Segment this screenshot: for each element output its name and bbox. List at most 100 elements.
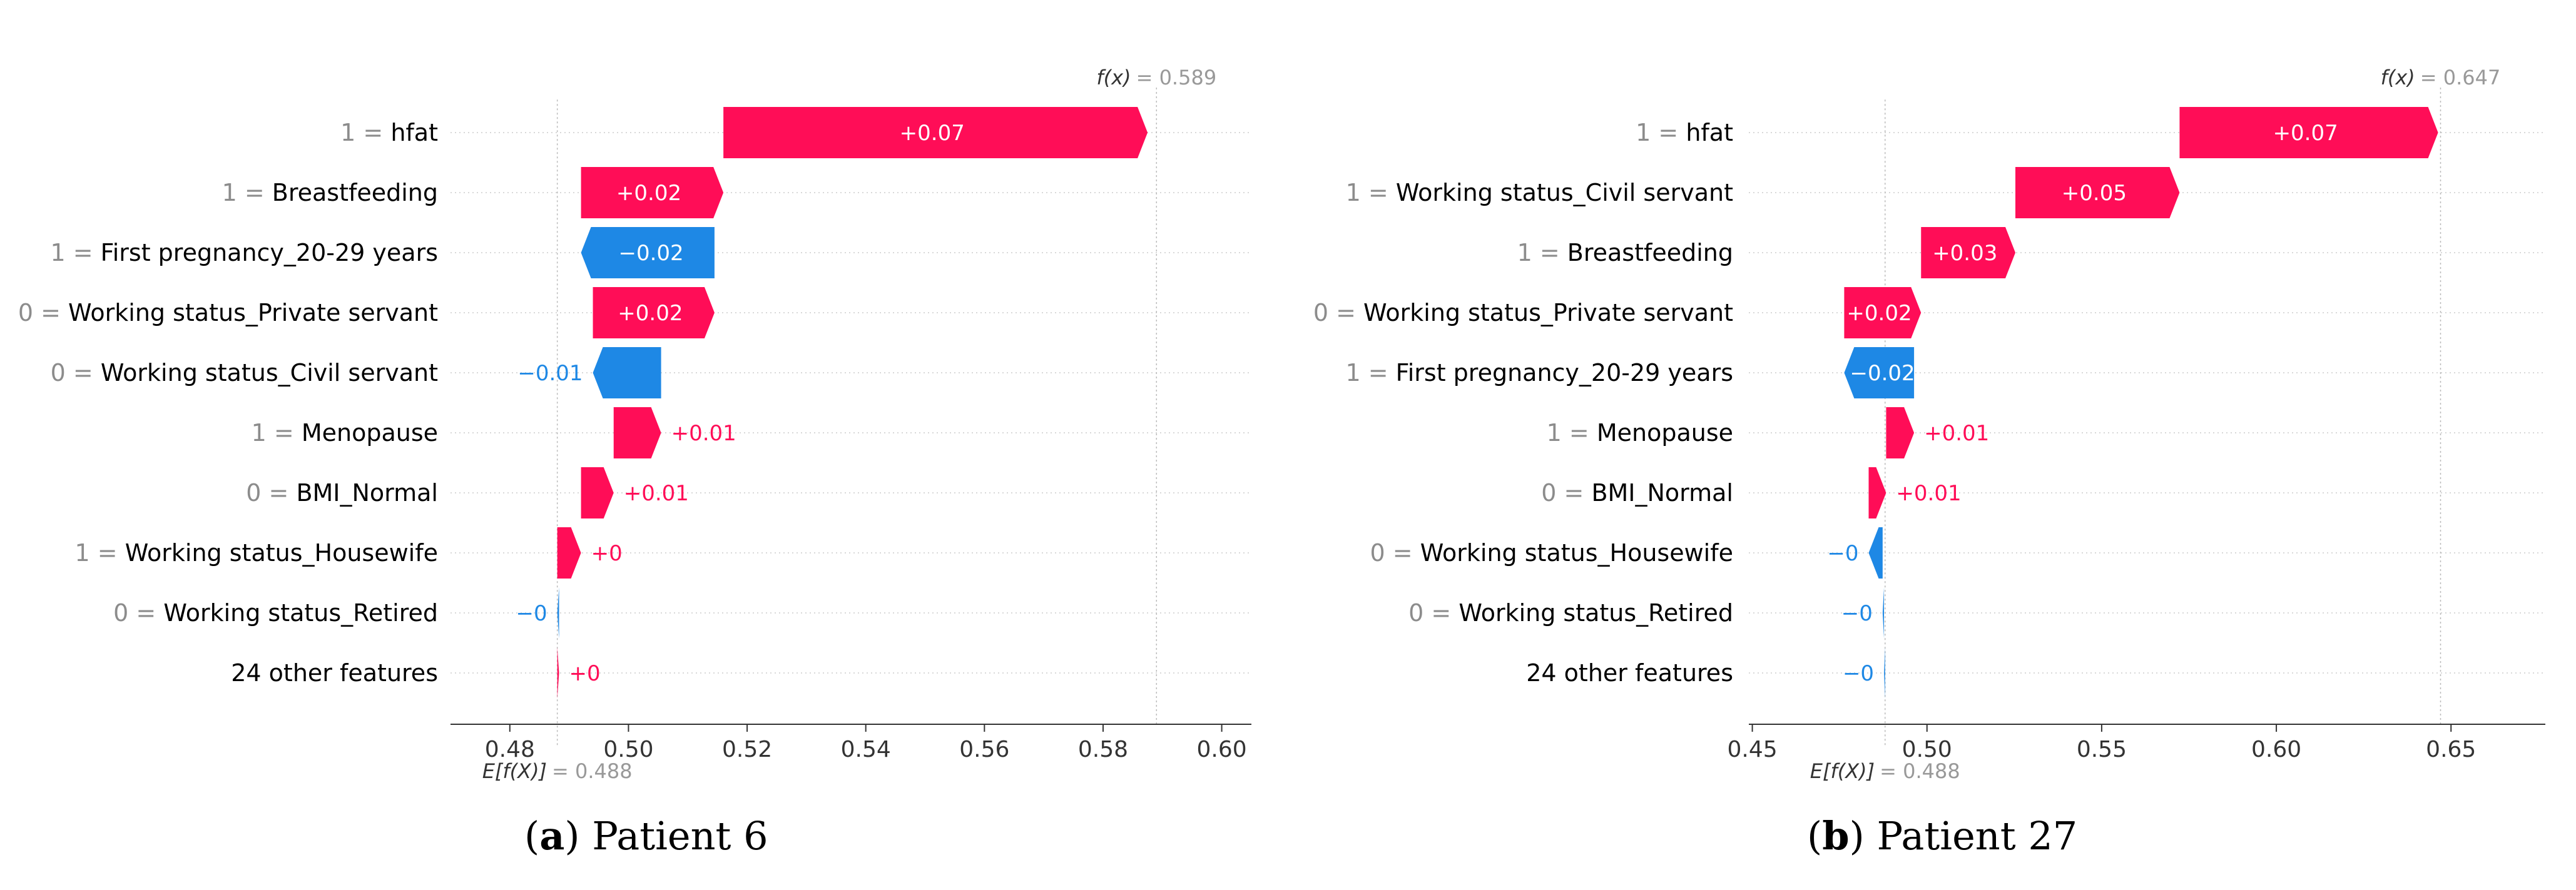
b-output-label-value: = 0.647 xyxy=(2420,66,2501,89)
caption-b-text: Patient 27 xyxy=(1876,813,2078,859)
b-bar-label-8: −0 xyxy=(1827,541,1858,566)
caption-a-text: Patient 6 xyxy=(592,813,768,859)
b-feature-label-8: 0 = Working status_Housewife xyxy=(1370,539,1734,567)
a-bar-label-10: +0 xyxy=(569,661,601,686)
a-feature-name-9: Working status_Retired xyxy=(163,599,438,627)
a-feature-label-7: 0 = BMI_Normal xyxy=(246,479,438,507)
a-bar-1 xyxy=(723,107,1148,158)
a-feature-name-3: First pregnancy_20-29 years xyxy=(101,239,438,266)
a-feature-name-4: Working status_Private servant xyxy=(68,299,438,326)
b-feature-label-9: 0 = Working status_Retired xyxy=(1408,599,1733,627)
caption-a-letter: a xyxy=(539,813,565,859)
b-feature-name-1: hfat xyxy=(1686,119,1733,146)
a-x-tick-label: 0.58 xyxy=(1078,737,1128,762)
a-feature-label-8: 1 = Working status_Housewife xyxy=(75,539,439,567)
b-x-tick-label: 0.45 xyxy=(1728,737,1778,762)
b-bar-7 xyxy=(1868,467,1886,518)
b-bar-label-4: +0.02 xyxy=(1846,301,1912,326)
a-feature-label-2: 1 = Breastfeeding xyxy=(222,179,438,206)
b-bar-label-9: −0 xyxy=(1841,601,1873,626)
a-base-label-value: = 0.488 xyxy=(552,759,633,783)
a-bar-7 xyxy=(581,467,614,518)
a-feature-name-7: BMI_Normal xyxy=(296,479,438,507)
b-x-tick-label: 0.60 xyxy=(2251,737,2301,762)
caption-a: (a) Patient 6 xyxy=(524,813,768,859)
b-output-label: f(x) = 0.647 xyxy=(2381,66,2501,89)
b-feature-value-2: 1 = xyxy=(1346,179,1396,206)
b-feature-label-1: 1 = hfat xyxy=(1636,119,1733,146)
a-feature-value-3: 1 = xyxy=(50,239,100,266)
a-feature-label-4: 0 = Working status_Private servant xyxy=(18,299,438,326)
a-feature-value-9: 0 = xyxy=(113,599,163,627)
b-bar-9 xyxy=(1882,587,1885,639)
b-feature-label-4: 0 = Working status_Private servant xyxy=(1313,299,1733,326)
a-bar-3 xyxy=(581,227,715,278)
a-output-label: f(x) = 0.589 xyxy=(1096,66,1216,89)
a-x-tick-label: 0.54 xyxy=(841,737,891,762)
a-feature-label-9: 0 = Working status_Retired xyxy=(113,599,438,627)
a-feature-name-6: Menopause xyxy=(302,419,438,447)
a-bar-label-5: −0.01 xyxy=(517,361,583,386)
a-feature-label-1: 1 = hfat xyxy=(340,119,438,146)
a-feature-name-8: Working status_Housewife xyxy=(125,539,438,567)
a-output-label-name: f(x) xyxy=(1096,66,1131,89)
b-bar-2 xyxy=(2015,167,2180,218)
b-feature-value-5: 1 = xyxy=(1345,359,1395,387)
a-base-label-name: E[f(X)] xyxy=(482,759,547,783)
a-bar-10 xyxy=(557,647,559,699)
a-x-tick-label: 0.50 xyxy=(603,737,653,762)
b-bar-label-6: +0.01 xyxy=(1924,421,1989,446)
b-feature-name-5: First pregnancy_20-29 years xyxy=(1396,359,1733,387)
b-base-label-value: = 0.488 xyxy=(1880,759,1960,783)
a-bar-4 xyxy=(593,287,715,338)
b-bar-label-7: +0.01 xyxy=(1896,481,1961,506)
a-feature-value-5: 0 = xyxy=(51,359,101,387)
a-bar-label-4: +0.02 xyxy=(618,301,683,326)
b-feature-name-9: Working status_Retired xyxy=(1459,599,1733,627)
a-x-tick-label: 0.56 xyxy=(959,737,1009,762)
b-feature-label-3: 1 = Breastfeeding xyxy=(1517,239,1733,266)
a-feature-name-10: 24 other features xyxy=(231,659,438,687)
a-feature-label-3: 1 = First pregnancy_20-29 years xyxy=(50,239,438,266)
a-feature-value-8: 1 = xyxy=(75,539,125,567)
a-base-label: E[f(X)] = 0.488 xyxy=(482,759,633,783)
a-bar-6 xyxy=(613,407,661,458)
a-bar-label-2: +0.02 xyxy=(616,181,681,206)
b-bar-1 xyxy=(2179,107,2438,158)
a-bar-9 xyxy=(557,587,559,639)
b-bar-label-2: +0.05 xyxy=(2062,181,2127,206)
b-base-label-name: E[f(X)] xyxy=(1810,759,1875,783)
b-bar-6 xyxy=(1886,407,1915,458)
b-feature-value-1: 1 = xyxy=(1636,119,1686,146)
b-bar-label-10: −0 xyxy=(1843,661,1874,686)
a-feature-value-2: 1 = xyxy=(222,179,272,206)
waterfall-chart-a: f(x) = 0.589 +0.07 1 = hfat +0.02 1 = Breastf… xyxy=(18,66,1251,783)
b-feature-label-6: 1 = Menopause xyxy=(1547,419,1733,447)
waterfall-panel-b: f(x) = 0.647 +0.07 1 = hfat +0.05 1 = Working… xyxy=(1295,0,2576,807)
b-bar-5 xyxy=(1844,347,1915,398)
b-bar-label-5: −0.02 xyxy=(1850,361,1915,386)
b-bar-8 xyxy=(1868,527,1883,579)
a-feature-value-6: 1 = xyxy=(252,419,302,447)
b-feature-value-6: 1 = xyxy=(1547,419,1597,447)
a-bar-label-1: +0.07 xyxy=(900,121,965,146)
a-x-tick-label: 0.52 xyxy=(722,737,772,762)
b-x-tick-label: 0.65 xyxy=(2426,737,2476,762)
caption-b-letter: b xyxy=(1822,813,1850,859)
a-x-tick-label: 0.60 xyxy=(1197,737,1247,762)
b-feature-label-2: 1 = Working status_Civil servant xyxy=(1346,179,1733,206)
b-feature-name-8: Working status_Housewife xyxy=(1420,539,1733,567)
a-bar-label-6: +0.01 xyxy=(671,421,736,446)
b-feature-value-9: 0 = xyxy=(1408,599,1459,627)
b-feature-name-4: Working status_Private servant xyxy=(1363,299,1733,326)
a-feature-value-1: 1 = xyxy=(340,119,390,146)
b-bar-label-1: +0.07 xyxy=(2273,121,2338,146)
caption-b: (b) Patient 27 xyxy=(1807,813,2078,859)
a-bar-label-9: −0 xyxy=(516,601,547,626)
b-feature-name-2: Working status_Civil servant xyxy=(1396,179,1733,206)
a-feature-label-5: 0 = Working status_Civil servant xyxy=(51,359,438,387)
a-bar-label-3: −0.02 xyxy=(618,241,683,266)
b-feature-name-7: BMI_Normal xyxy=(1591,479,1733,507)
b-feature-label-5: 1 = First pregnancy_20-29 years xyxy=(1345,359,1733,387)
b-bar-label-3: +0.03 xyxy=(1932,241,1997,266)
